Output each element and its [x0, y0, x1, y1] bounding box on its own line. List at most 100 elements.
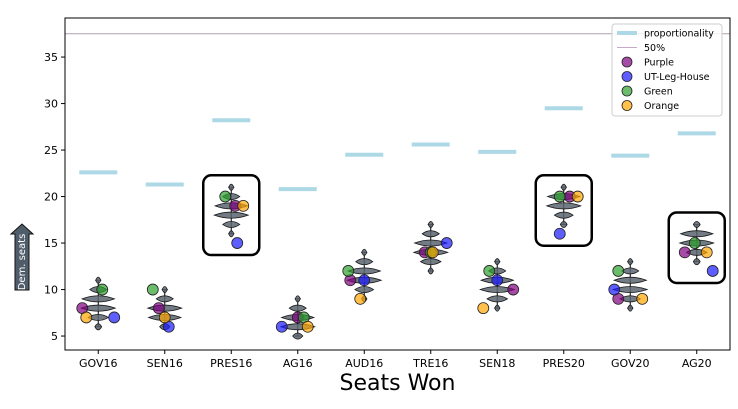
- highlight-box-PRES16: [202, 174, 261, 257]
- violin-lobe-18: [553, 211, 574, 219]
- legend-label: 50%: [644, 43, 665, 54]
- violin-lobe-11: [612, 276, 648, 284]
- point-purple-AG20: [678, 246, 691, 259]
- point-orange-AG20: [700, 246, 713, 259]
- x-tick-label-PRES16: PRES16: [210, 357, 252, 370]
- violin-lobe-9: [80, 295, 116, 303]
- x-tick-label-SEN16: SEN16: [147, 357, 183, 370]
- point-ut-leg-house-AG16: [275, 320, 288, 333]
- point-orange-AUD16: [354, 292, 367, 305]
- y-tick-label-10: 10: [44, 284, 58, 297]
- point-purple-SEN18: [507, 283, 520, 296]
- axes: 5 10 15 20 25 30 35 GOV16 SEN16 PRES16 AG16 AUD16 TR…: [44, 17, 731, 370]
- violin-lobe-16: [228, 230, 235, 238]
- x-tick-label-SEN18: SEN18: [479, 357, 515, 370]
- y-axis-label: Dem. seats: [17, 234, 28, 291]
- point-green-AG20: [688, 237, 701, 249]
- violin-lobe-21: [228, 183, 235, 191]
- point-ut-leg-house-GOV20: [608, 283, 621, 296]
- point-orange-PRES20: [571, 190, 584, 203]
- x-tick-label-GOV16: GOV16: [79, 357, 118, 370]
- x-axis-label: Seats Won: [340, 371, 456, 396]
- violin-lobe-17: [427, 221, 434, 228]
- legend-entry-green: Green: [621, 85, 673, 98]
- highlight-box-PRES20: [534, 174, 593, 248]
- point-ut-leg-house-PRES20: [553, 227, 566, 240]
- violin-lobe-10: [612, 286, 649, 294]
- violin-lobe-9: [486, 295, 509, 303]
- y-tick-label-15: 15: [44, 237, 58, 250]
- point-green-GOV20: [612, 265, 625, 277]
- violin-lobe-8: [80, 304, 117, 312]
- violin-lobe-13: [494, 258, 501, 266]
- x-tick-label-AG20: AG20: [682, 357, 712, 370]
- violin-lobe-5: [292, 332, 304, 340]
- violin-lobe-8: [494, 304, 501, 312]
- violin-lobe-11: [95, 276, 102, 284]
- x-tick-label-PRES20: PRES20: [543, 357, 585, 370]
- violin-lobe-13: [355, 258, 374, 266]
- highlight-box-AG20: [667, 211, 726, 285]
- point-green-GOV16: [96, 283, 109, 296]
- violin-lobe-8: [627, 304, 634, 312]
- x-tick-label-TRE16: TRE16: [412, 357, 448, 370]
- violin-lobe-13: [627, 258, 634, 266]
- legend-entry-orange: Orange: [621, 100, 679, 112]
- point-purple-SEN16: [152, 302, 165, 315]
- violin-lobe-13: [419, 258, 442, 266]
- point-orange-AG16: [301, 320, 314, 333]
- legend-entry-purple: Purple: [621, 56, 674, 69]
- violin-lobe-17: [222, 220, 241, 228]
- legend-label: Purple: [644, 58, 674, 69]
- legend-label: UT-Leg-House: [644, 72, 710, 83]
- point-ut-leg-house-TRE16: [440, 237, 453, 249]
- violin-lobe-14: [361, 248, 368, 256]
- point-ut-leg-house-GOV16: [108, 311, 121, 324]
- legend-label: Green: [644, 87, 673, 98]
- legend-entry-50%: 50%: [617, 43, 665, 54]
- legend-frame: [611, 23, 723, 117]
- violin-lobe-12: [427, 267, 434, 275]
- legend-swatch: [621, 85, 633, 97]
- legend-swatch: [621, 56, 633, 68]
- y-axis-label-arrow: Dem. seats: [9, 223, 35, 291]
- violin-lobe-8: [146, 304, 183, 312]
- y-tick-label-5: 5: [51, 330, 58, 343]
- y-tick-label-30: 30: [44, 98, 58, 111]
- legend-label: Orange: [644, 101, 679, 112]
- highlight-boxes: [202, 174, 726, 285]
- y-tick-label-35: 35: [44, 51, 58, 64]
- violin-lobe-10: [161, 286, 168, 294]
- point-green-SEN16: [146, 283, 159, 296]
- point-orange-GOV16: [80, 311, 93, 324]
- legend-swatch: [621, 100, 633, 111]
- violin-lobe-19: [545, 202, 582, 210]
- violin-lobe-10: [354, 286, 375, 294]
- point-orange-TRE16: [426, 246, 439, 259]
- legend-swatch: [621, 71, 633, 82]
- violin-lobe-12: [346, 267, 382, 275]
- legend-entry-proportionality: proportionality: [617, 29, 714, 40]
- plot-frame: [64, 17, 731, 351]
- violin-lobe-9: [294, 295, 301, 303]
- point-green-SEN18: [483, 265, 496, 277]
- point-orange-SEN16: [158, 311, 171, 324]
- ensemble-violins: [80, 183, 715, 340]
- x-tick-label-GOV20: GOV20: [611, 357, 650, 370]
- legend: proportionality 50% Purple UT-Leg-House Gree…: [611, 23, 723, 117]
- violin-lobe-17: [692, 220, 701, 228]
- point-green-AUD16: [342, 265, 355, 277]
- point-ut-leg-house-AUD16: [358, 274, 371, 287]
- point-green-PRES16: [219, 190, 232, 203]
- point-orange-PRES16: [237, 199, 250, 212]
- point-ut-leg-house-PRES16: [231, 237, 244, 249]
- point-orange-GOV20: [636, 292, 649, 305]
- violin-lobe-6: [94, 323, 103, 331]
- y-tick-label-25: 25: [44, 144, 58, 157]
- violin-PRES20: [545, 183, 582, 228]
- violin-lobe-18: [213, 211, 250, 219]
- point-green-PRES20: [553, 190, 566, 203]
- point-orange-SEN18: [477, 302, 490, 315]
- violin-lobe-9: [155, 295, 174, 303]
